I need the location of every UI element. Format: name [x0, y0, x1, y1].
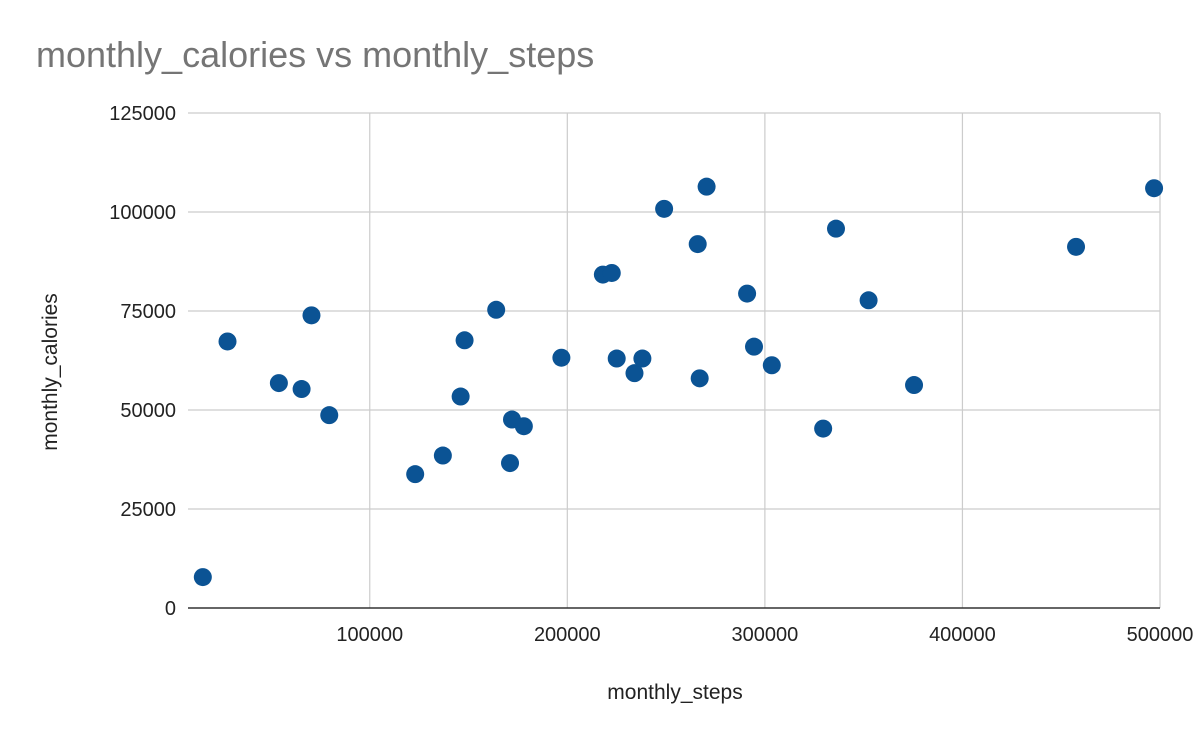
- data-point: [1145, 179, 1164, 198]
- y-tick-label: 125000: [109, 103, 176, 125]
- data-point: [905, 376, 924, 395]
- data-point: [602, 263, 621, 282]
- data-point: [633, 349, 652, 368]
- y-tick-label: 75000: [120, 301, 176, 323]
- data-point: [433, 446, 452, 465]
- data-point: [690, 369, 709, 388]
- data-point: [607, 349, 626, 368]
- data-point: [302, 306, 321, 325]
- data-point: [487, 300, 506, 319]
- data-point: [218, 332, 237, 351]
- data-point: [552, 348, 571, 367]
- data-point: [1067, 237, 1086, 256]
- data-point: [697, 177, 716, 196]
- data-point: [292, 380, 311, 399]
- data-point: [269, 374, 288, 393]
- tick-labels: 0 25000 50000 75000 100000 125000 100000 200000…: [109, 103, 1193, 646]
- data-point: [814, 419, 833, 438]
- data-point: [738, 284, 757, 303]
- x-axis-label: monthly_steps: [607, 681, 742, 704]
- y-tick-label: 25000: [120, 499, 176, 521]
- y-tick-label: 50000: [120, 400, 176, 422]
- y-tick-label: 100000: [109, 202, 176, 224]
- data-point: [514, 417, 533, 436]
- y-tick-label: 0: [165, 598, 176, 620]
- x-tick-label: 500000: [1127, 624, 1194, 646]
- chart-title: monthly_calories vs monthly_steps: [36, 34, 595, 75]
- data-point: [501, 454, 520, 473]
- data-point: [406, 465, 425, 484]
- data-point: [455, 331, 474, 350]
- data-point: [859, 291, 878, 310]
- data-points: [193, 177, 1164, 587]
- data-point: [762, 356, 781, 375]
- data-point: [745, 337, 764, 356]
- data-point: [193, 568, 212, 587]
- data-point: [655, 199, 674, 218]
- data-point: [625, 364, 644, 383]
- x-tick-label: 400000: [929, 624, 996, 646]
- x-tick-label: 200000: [534, 624, 601, 646]
- data-point: [827, 219, 845, 238]
- x-tick-label: 300000: [732, 624, 799, 646]
- data-point: [688, 235, 707, 254]
- x-tick-label: 100000: [336, 624, 403, 646]
- data-point: [320, 406, 339, 425]
- y-axis-label: monthly_calories: [39, 293, 62, 451]
- gridlines: [188, 112, 1161, 608]
- data-point: [451, 387, 470, 406]
